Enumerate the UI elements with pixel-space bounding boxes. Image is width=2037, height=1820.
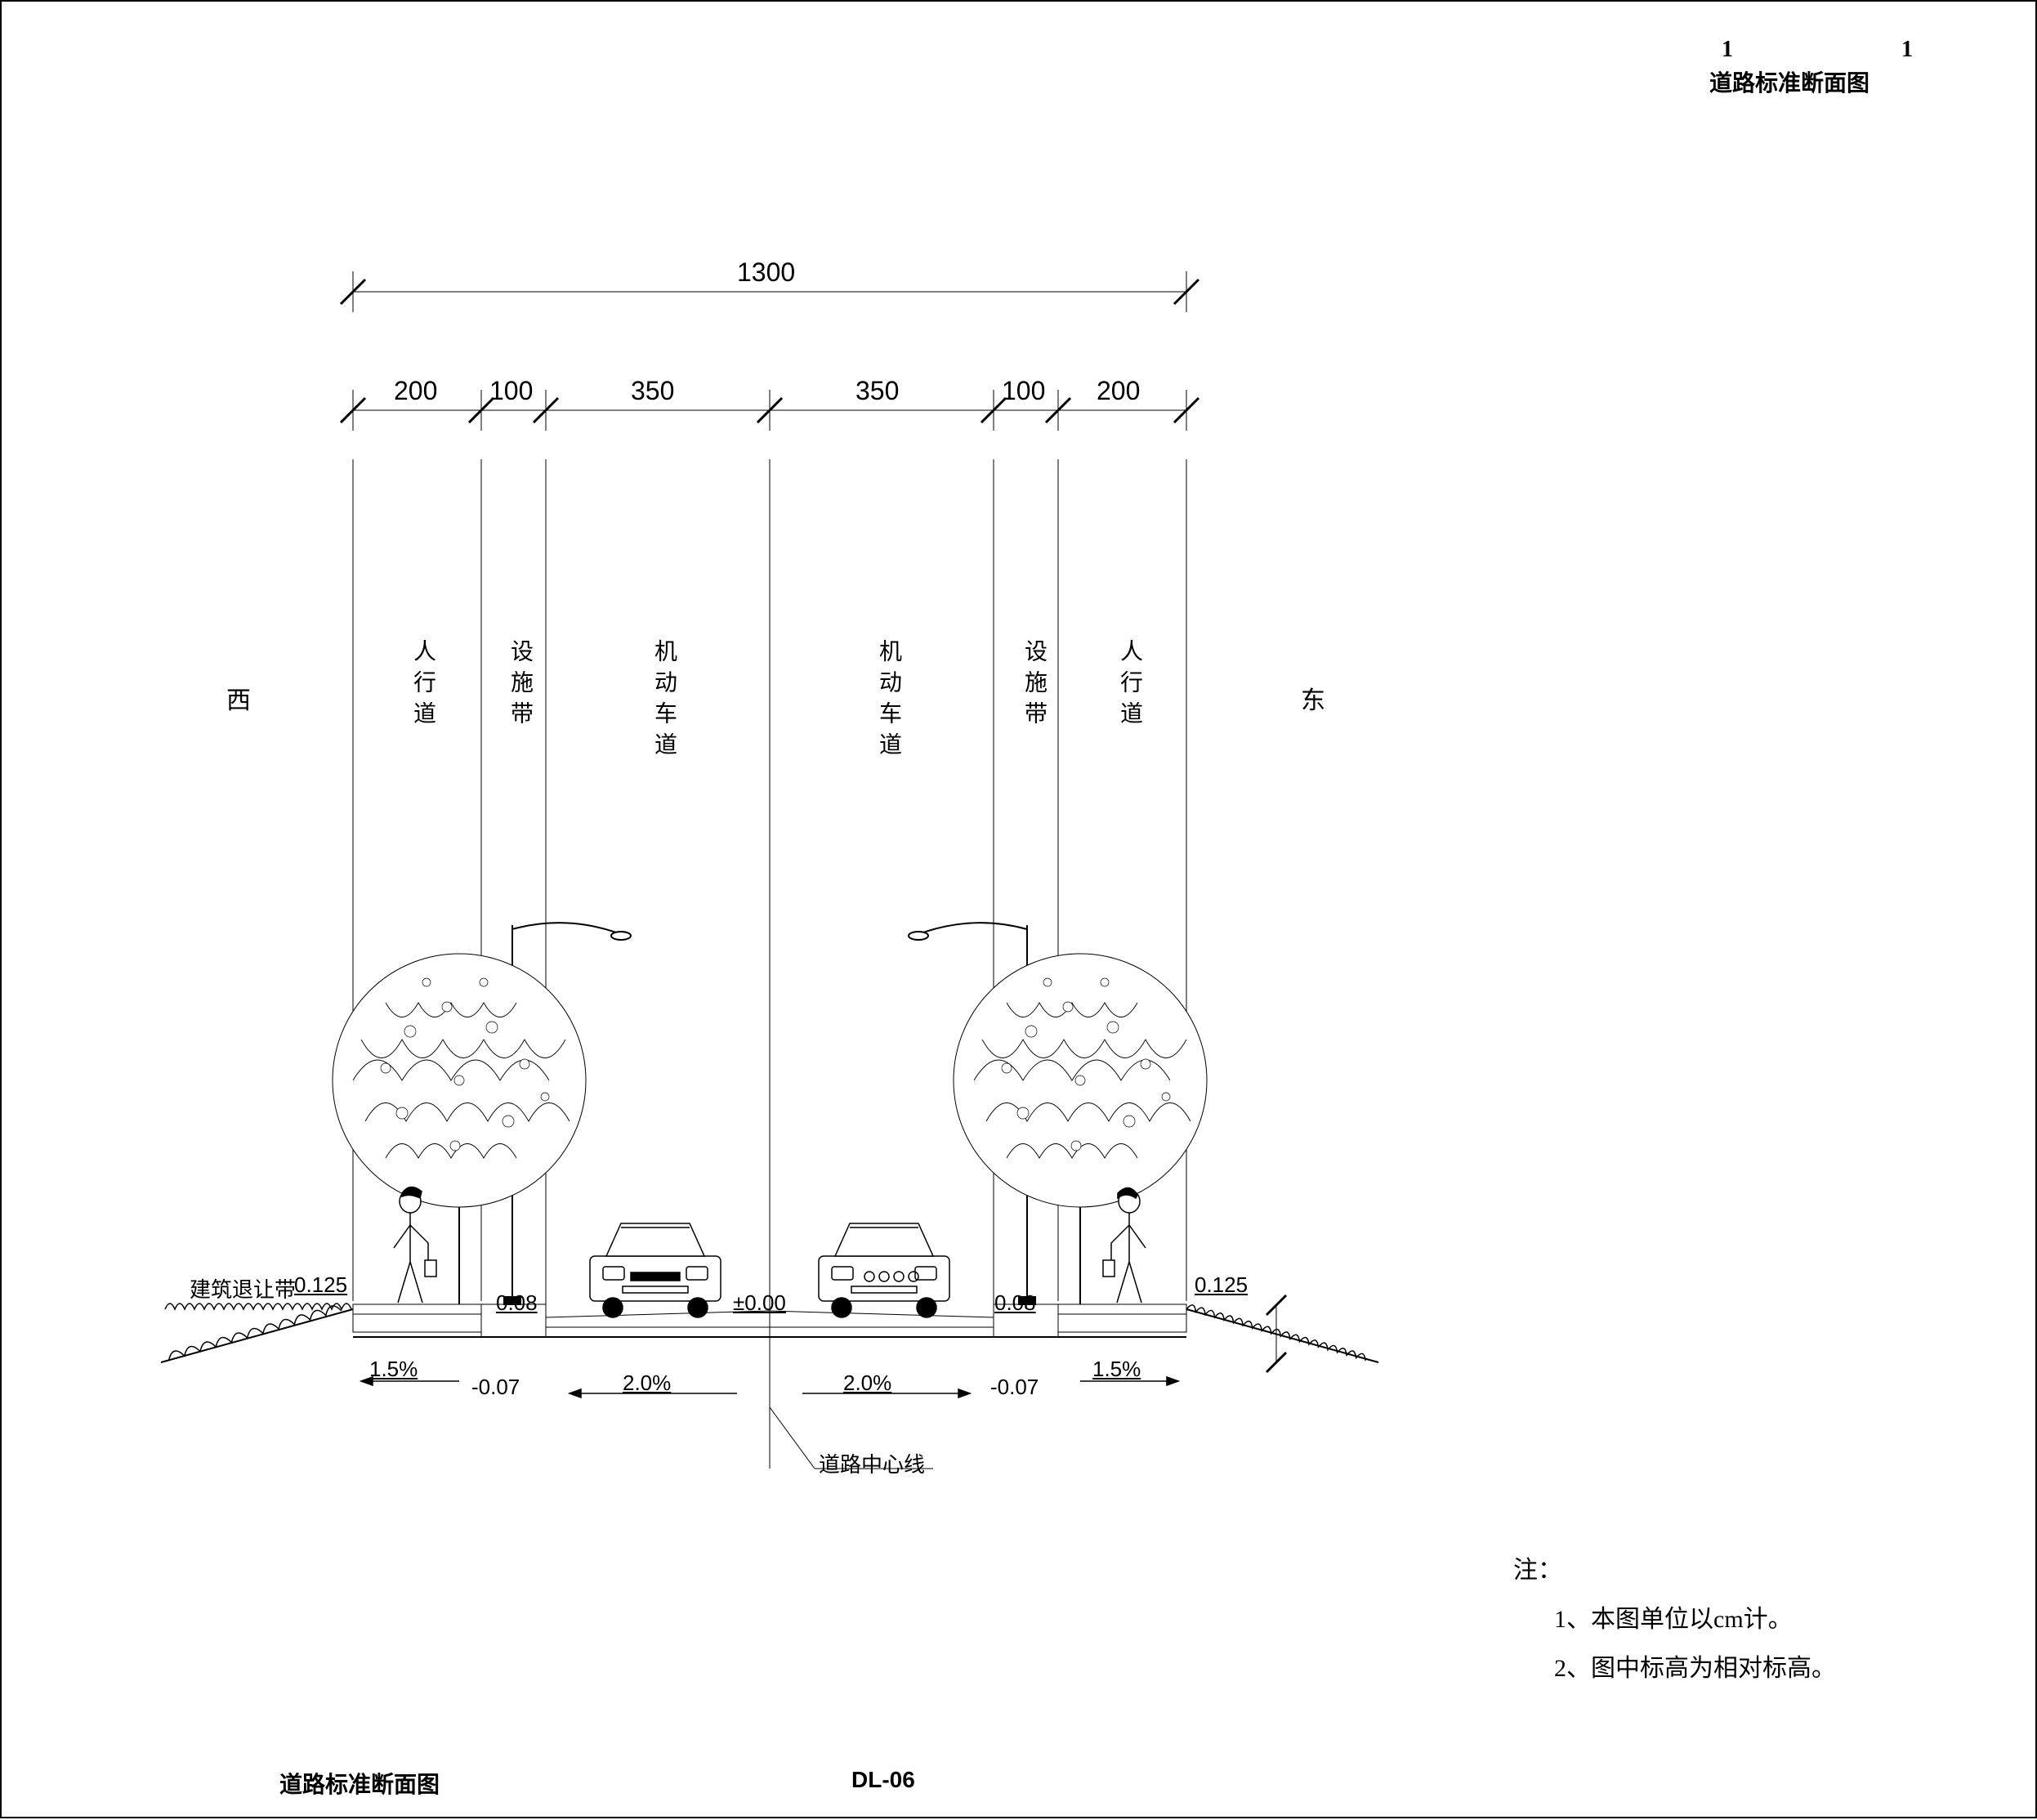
tree-left [333,954,586,1304]
grass-hatch-left [165,1304,351,1361]
dim-total-line [341,271,1199,312]
page: 1 1 道路标准断面图 注： 1、本图单位以cm计。 2、图中标高为相对标高。 … [0,0,2037,1818]
dim-sub-line [341,390,1199,431]
centerline-leader [770,1407,933,1469]
pedestrian-left [394,1187,436,1303]
drawing-svg [2,2,2037,1820]
tree-right [954,954,1207,1304]
car-right [819,1223,949,1317]
pedestrian-right [1103,1187,1146,1303]
car-left [590,1223,721,1317]
